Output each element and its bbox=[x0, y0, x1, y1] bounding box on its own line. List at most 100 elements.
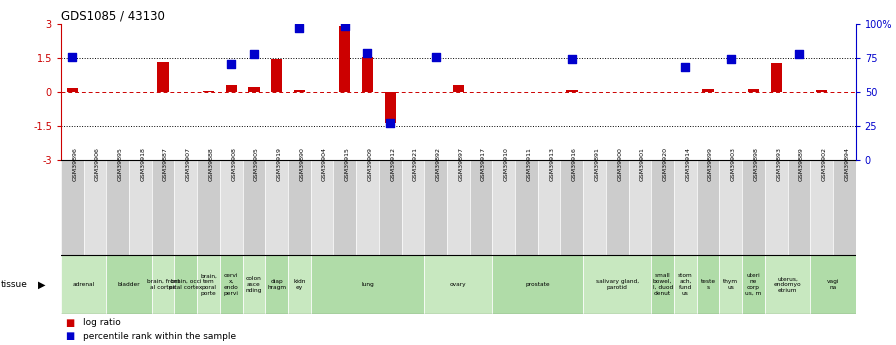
Bar bbox=[742, 255, 765, 314]
Text: adrenal: adrenal bbox=[73, 282, 95, 287]
Text: GSM39898: GSM39898 bbox=[754, 147, 759, 181]
Text: GSM39910: GSM39910 bbox=[504, 147, 509, 181]
Text: brain,
tem
poral
porte: brain, tem poral porte bbox=[200, 274, 217, 296]
Bar bbox=[384, 92, 396, 123]
Text: GSM39912: GSM39912 bbox=[390, 147, 395, 181]
Bar bbox=[719, 255, 742, 314]
Text: small
bowel,
l, duod
denut: small bowel, l, duod denut bbox=[652, 274, 673, 296]
Bar bbox=[561, 160, 583, 255]
Bar bbox=[651, 255, 674, 314]
Bar bbox=[566, 90, 578, 92]
Point bbox=[564, 57, 579, 62]
Text: GSM39888: GSM39888 bbox=[209, 147, 213, 181]
Bar bbox=[61, 255, 107, 314]
Bar bbox=[629, 160, 651, 255]
Text: GSM39899: GSM39899 bbox=[708, 147, 713, 181]
Bar bbox=[356, 160, 379, 255]
Bar bbox=[151, 255, 175, 314]
Bar bbox=[810, 160, 833, 255]
Bar bbox=[339, 27, 350, 92]
Text: GSM39890: GSM39890 bbox=[299, 147, 305, 181]
Bar bbox=[651, 160, 674, 255]
Bar bbox=[175, 160, 197, 255]
Text: tissue: tissue bbox=[1, 280, 28, 289]
Bar bbox=[271, 59, 282, 92]
Text: GSM39892: GSM39892 bbox=[435, 147, 441, 181]
Text: GSM39911: GSM39911 bbox=[527, 147, 531, 181]
Text: brain, occi
pital cortex: brain, occi pital cortex bbox=[169, 279, 202, 290]
Bar bbox=[583, 160, 606, 255]
Text: stom
ach,
fund
us: stom ach, fund us bbox=[678, 274, 693, 296]
Bar bbox=[674, 255, 697, 314]
Bar bbox=[810, 255, 856, 314]
Text: GSM39908: GSM39908 bbox=[231, 147, 237, 181]
Bar bbox=[83, 160, 107, 255]
Bar bbox=[606, 160, 629, 255]
Bar bbox=[220, 160, 243, 255]
Bar bbox=[816, 90, 827, 92]
Bar bbox=[265, 255, 288, 314]
Bar bbox=[202, 91, 214, 92]
Bar bbox=[424, 160, 447, 255]
Point bbox=[383, 120, 397, 126]
Bar bbox=[175, 255, 197, 314]
Text: ovary: ovary bbox=[450, 282, 467, 287]
Text: diap
hragm: diap hragm bbox=[267, 279, 286, 290]
Bar bbox=[771, 63, 782, 92]
Bar bbox=[333, 160, 356, 255]
Text: GSM39913: GSM39913 bbox=[549, 147, 554, 181]
Bar bbox=[66, 88, 78, 92]
Bar bbox=[288, 255, 311, 314]
Bar bbox=[197, 160, 220, 255]
Bar bbox=[265, 160, 288, 255]
Point bbox=[338, 24, 352, 29]
Text: GSM39897: GSM39897 bbox=[459, 147, 463, 181]
Bar bbox=[248, 87, 260, 92]
Point bbox=[724, 57, 738, 62]
Bar bbox=[288, 160, 311, 255]
Bar bbox=[788, 160, 810, 255]
Text: GSM39895: GSM39895 bbox=[117, 147, 123, 181]
Bar bbox=[220, 255, 243, 314]
Point bbox=[360, 50, 375, 55]
Text: GSM39902: GSM39902 bbox=[822, 147, 827, 181]
Bar bbox=[583, 255, 651, 314]
Bar bbox=[742, 160, 765, 255]
Text: ▶: ▶ bbox=[38, 280, 45, 289]
Text: GSM39919: GSM39919 bbox=[277, 147, 281, 181]
Bar bbox=[702, 89, 714, 92]
Point bbox=[65, 54, 80, 60]
Text: GSM39887: GSM39887 bbox=[163, 147, 168, 181]
Bar bbox=[697, 255, 719, 314]
Bar bbox=[311, 160, 333, 255]
Bar bbox=[243, 255, 265, 314]
Text: vagi
na: vagi na bbox=[827, 279, 840, 290]
Bar bbox=[748, 89, 759, 92]
Text: GSM39907: GSM39907 bbox=[185, 147, 191, 181]
Text: GSM39914: GSM39914 bbox=[685, 147, 691, 181]
Bar bbox=[470, 160, 493, 255]
Text: uterus,
endomyo
etrium: uterus, endomyo etrium bbox=[774, 276, 801, 293]
Text: GSM39893: GSM39893 bbox=[776, 147, 781, 181]
Text: GSM39894: GSM39894 bbox=[844, 147, 849, 181]
Bar bbox=[765, 160, 788, 255]
Text: percentile rank within the sample: percentile rank within the sample bbox=[83, 332, 237, 341]
Text: log ratio: log ratio bbox=[83, 318, 121, 327]
Text: GSM39917: GSM39917 bbox=[481, 147, 486, 181]
Bar bbox=[362, 57, 373, 92]
Text: GDS1085 / 43130: GDS1085 / 43130 bbox=[61, 9, 165, 22]
Bar bbox=[424, 255, 493, 314]
Bar bbox=[697, 160, 719, 255]
Bar bbox=[107, 255, 151, 314]
Text: colon
asce
nding: colon asce nding bbox=[246, 276, 263, 293]
Bar bbox=[129, 160, 151, 255]
Point bbox=[224, 61, 238, 67]
Text: GSM39903: GSM39903 bbox=[731, 147, 736, 181]
Bar bbox=[294, 90, 305, 92]
Bar bbox=[401, 160, 424, 255]
Bar bbox=[493, 160, 515, 255]
Bar bbox=[765, 255, 810, 314]
Text: GSM39896: GSM39896 bbox=[73, 147, 77, 181]
Bar bbox=[311, 255, 424, 314]
Text: teste
s: teste s bbox=[701, 279, 716, 290]
